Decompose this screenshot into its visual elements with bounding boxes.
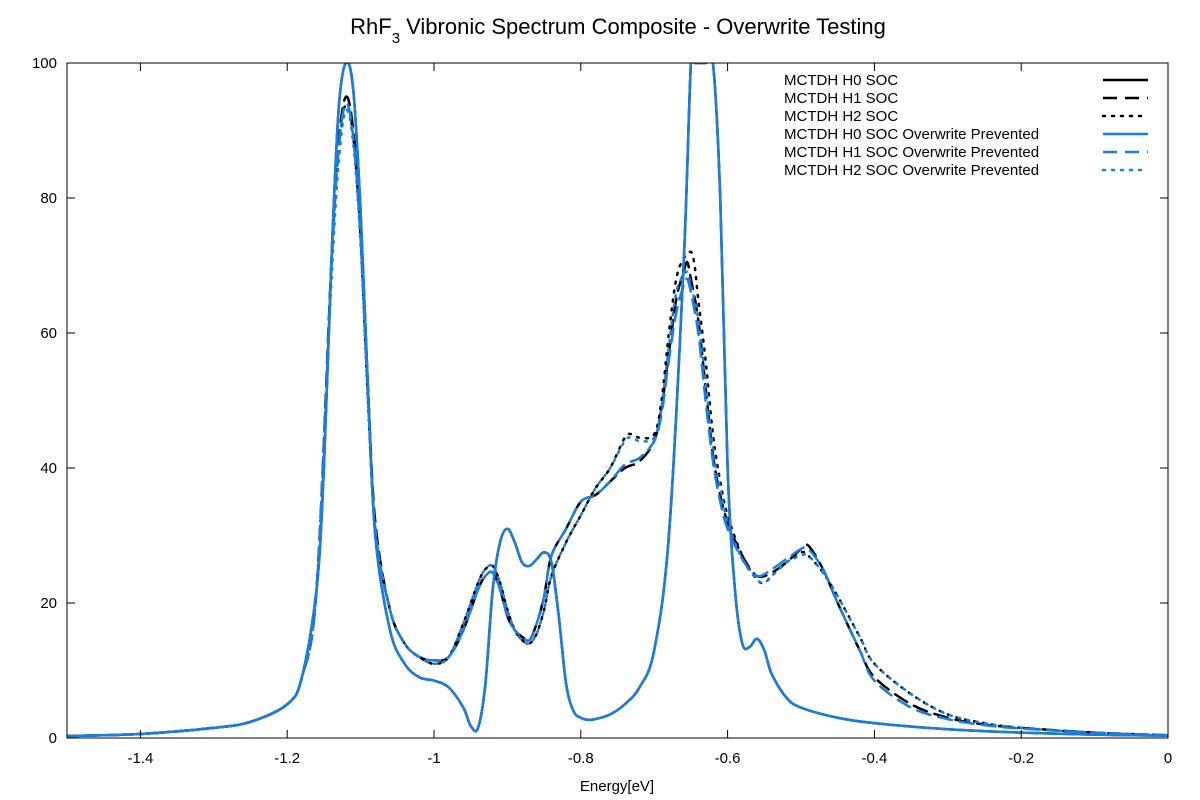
legend-label: MCTDH H1 SOC Overwrite Prevented [784, 144, 1039, 161]
legend-label: MCTDH H0 SOC Overwrite Prevented [784, 126, 1039, 143]
series-h2-soc [67, 101, 1168, 738]
y-tick-label: 100 [32, 55, 57, 72]
legend-label: MCTDH H2 SOC [784, 108, 898, 125]
x-tick-label: -0.6 [715, 750, 741, 767]
series-h2-soc-overwrite-prevented [67, 108, 1168, 738]
chart-title-main: RhF [350, 14, 392, 39]
y-tick-label: 80 [40, 190, 57, 207]
legend-label: MCTDH H0 SOC [784, 72, 898, 89]
chart-title: RhF3 Vibronic Spectrum Composite - Overw… [350, 14, 886, 47]
legend-h1-soc: MCTDH H1 SOC [784, 90, 1148, 107]
chart-title-subscript: 3 [392, 30, 400, 47]
plot-frame [66, 62, 1169, 739]
legend-label: MCTDH H2 SOC Overwrite Prevented [784, 162, 1039, 179]
y-tick-label: 60 [40, 325, 57, 342]
legend-h0-soc: MCTDH H0 SOC [784, 72, 1148, 89]
x-axis-label: Energy[eV] [580, 778, 654, 795]
x-tick-label: 0 [1164, 750, 1172, 767]
legend-label: MCTDH H1 SOC [784, 90, 898, 107]
chart-title-rest: Vibronic Spectrum Composite - Overwrite … [400, 14, 886, 39]
legend-h2-soc-overwrite-prevented: MCTDH H2 SOC Overwrite Prevented [784, 162, 1150, 179]
series-h1-soc [67, 95, 1168, 738]
x-tick-label: -1 [427, 750, 440, 767]
series-h1-soc-overwrite-prevented [67, 102, 1168, 738]
legend-h1-soc-overwrite-prevented: MCTDH H1 SOC Overwrite Prevented [784, 144, 1148, 161]
x-tick-label: -1.2 [274, 750, 300, 767]
series-h0-soc-overwrite-prevented [67, 63, 1168, 738]
legend-h0-soc-overwrite-prevented: MCTDH H0 SOC Overwrite Prevented [784, 126, 1148, 143]
x-tick-label: -0.8 [568, 750, 594, 767]
y-tick-label: 40 [40, 460, 57, 477]
x-tick-label: -1.4 [127, 750, 153, 767]
legend-h2-soc: MCTDH H2 SOC [784, 108, 1150, 125]
x-tick-label: -0.2 [1008, 750, 1034, 767]
y-tick-label: 20 [40, 595, 57, 612]
x-tick-label: -0.4 [861, 750, 887, 767]
y-tick-label: 0 [49, 730, 57, 747]
